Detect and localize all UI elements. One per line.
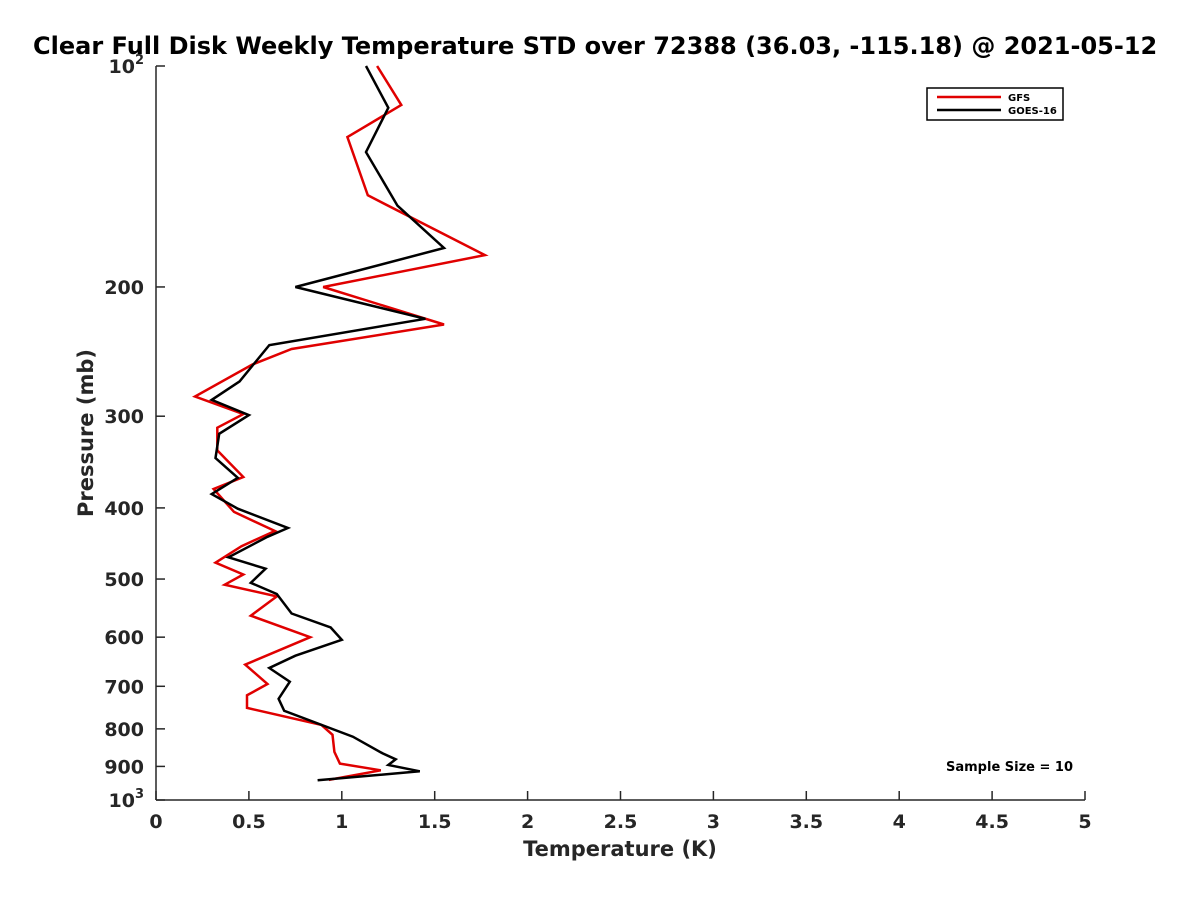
x-tick-label: 5 [1078,811,1091,833]
y-tick-label: 700 [104,676,144,698]
x-axis-label: Temperature (K) [523,837,717,861]
x-axis-ticks: 0 0.5 1 1.5 2 2.5 3 3.5 4 4.5 5 [149,791,1092,833]
x-tick-label: 1 [335,811,348,833]
series-line-goes16 [209,65,447,782]
y-tick-label: 102 [109,53,145,78]
series-lines [192,65,489,782]
x-tick-label: 3 [707,811,720,833]
y-tick-label: 500 [104,569,144,591]
x-tick-label: 3.5 [789,811,823,833]
x-tick-label: 4 [893,811,906,833]
plot-area: 0 0.5 1 1.5 2 2.5 3 3.5 4 4.5 5 102 200 300 400 500 600… [104,53,1091,833]
x-tick-label: 1.5 [418,811,452,833]
chart-title: Clear Full Disk Weekly Temperature STD o… [33,32,1157,60]
y-axis-label: Pressure (mb) [74,349,98,517]
x-tick-label: 0.5 [232,811,266,833]
sample-size-annotation: Sample Size = 10 [946,760,1073,775]
y-axis-ticks: 102 200 300 400 500 600 700 800 900 103 [104,53,165,812]
legend-label-goes16: GOES-16 [1008,106,1057,117]
y-tick-label: 103 [109,787,145,812]
legend: GFS GOES-16 [926,87,1064,121]
y-tick-label: 200 [104,277,144,299]
x-tick-label: 2 [521,811,534,833]
x-tick-label: 4.5 [975,811,1009,833]
legend-box [926,87,1064,121]
legend-label-gfs: GFS [1008,93,1030,104]
y-tick-label: 800 [104,719,144,741]
x-tick-label: 2.5 [604,811,638,833]
x-tick-label: 0 [149,811,162,833]
y-tick-label: 900 [104,756,144,778]
y-tick-label: 300 [104,406,144,428]
y-tick-label: 600 [104,627,144,649]
series-line-gfs [192,65,489,782]
y-tick-label: 400 [104,498,144,520]
